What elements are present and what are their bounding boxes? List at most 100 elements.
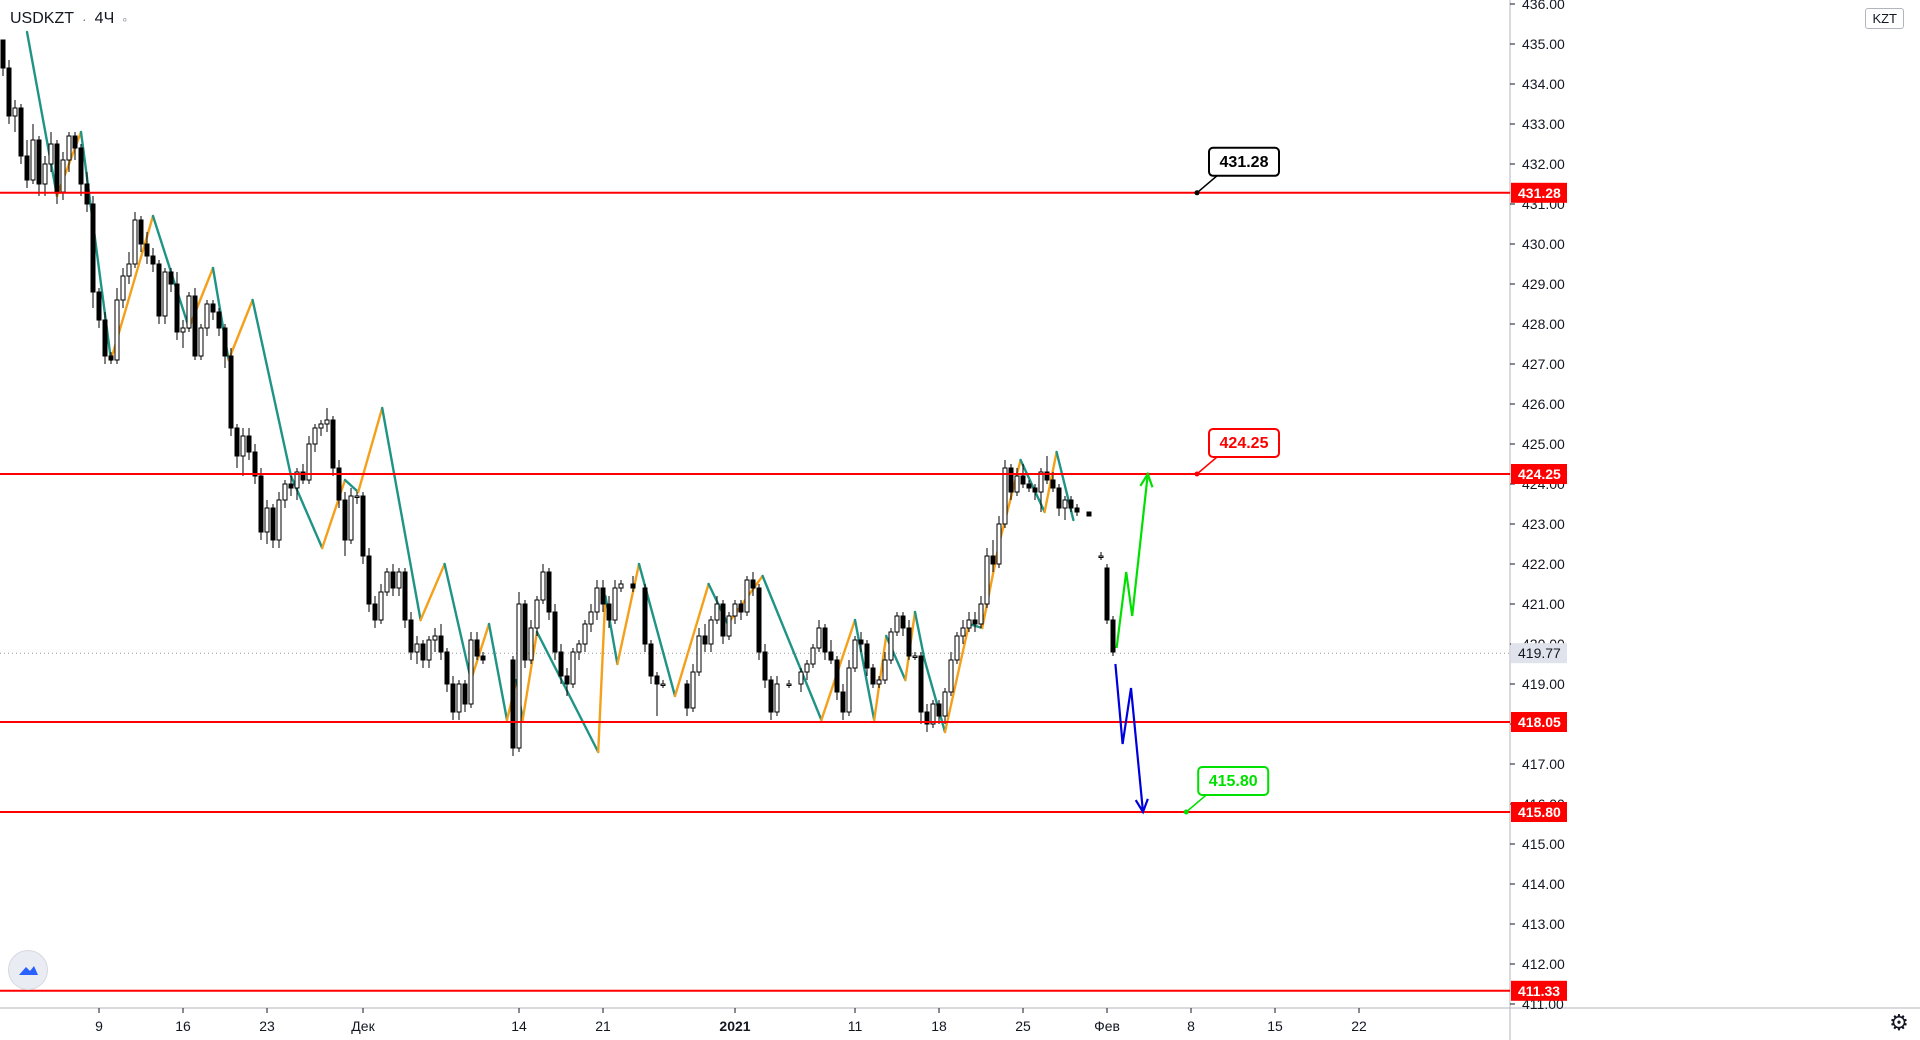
- candle: [480, 652, 486, 664]
- candle: [48, 132, 54, 172]
- candle: [162, 268, 168, 324]
- candle: [744, 576, 750, 616]
- candle-body: [306, 443, 312, 481]
- time-tick-label: 11: [848, 1018, 863, 1034]
- horizontal-levels[interactable]: [0, 191, 1510, 992]
- price-tick-label: 428.00: [1522, 316, 1565, 332]
- candle: [66, 132, 72, 172]
- candle: [540, 564, 546, 604]
- header-separator: ·: [82, 11, 87, 27]
- candle: [864, 640, 870, 676]
- symbol-header[interactable]: USDKZT · 4Ч ◦: [10, 10, 127, 28]
- candle-body: [126, 263, 132, 277]
- candle-body: [528, 627, 534, 661]
- tradingview-cloud-icon[interactable]: [8, 950, 48, 990]
- callout-box: [1197, 766, 1270, 796]
- candle: [708, 616, 714, 652]
- candle: [6, 60, 12, 124]
- candle-body: [804, 663, 810, 673]
- candle-body: [750, 579, 756, 589]
- candle-body: [762, 651, 768, 681]
- candle: [78, 144, 84, 196]
- candle: [438, 624, 444, 660]
- candle-body: [726, 615, 732, 637]
- candle: [786, 680, 792, 688]
- callout-box: [1208, 428, 1280, 458]
- candle-body: [426, 639, 432, 661]
- candle-body: [1020, 475, 1026, 485]
- candle: [594, 580, 600, 620]
- time-tick-label: 9: [95, 1018, 103, 1034]
- candle: [990, 540, 996, 572]
- candle: [900, 612, 906, 636]
- candle-body: [588, 611, 594, 625]
- candle: [606, 596, 612, 628]
- candle-body: [114, 299, 120, 361]
- candle: [450, 676, 456, 720]
- price-tick-label: 432.00: [1522, 156, 1565, 172]
- candle: [924, 704, 930, 732]
- candle: [648, 640, 654, 684]
- candle-body: [1026, 483, 1032, 489]
- candle-body: [834, 659, 840, 693]
- candle: [846, 660, 852, 716]
- candle-body: [540, 571, 546, 601]
- callout-anchor: [1194, 471, 1200, 477]
- candle-body: [156, 263, 162, 317]
- candle-body: [468, 639, 474, 705]
- candle-body: [552, 611, 558, 653]
- candle: [984, 548, 990, 608]
- price-tick-label: 425.00: [1522, 436, 1565, 452]
- candle: [30, 124, 36, 184]
- candle-body: [0, 39, 6, 69]
- candle: [996, 516, 1002, 568]
- candle-body: [1056, 487, 1062, 509]
- candle-body: [1032, 487, 1038, 493]
- candle: [972, 612, 978, 632]
- candle: [528, 620, 534, 664]
- candle: [456, 680, 462, 720]
- candle: [372, 596, 378, 628]
- candle-body: [870, 667, 876, 685]
- candle-body: [1098, 555, 1104, 558]
- candle: [228, 348, 234, 436]
- candle-body: [924, 711, 930, 725]
- candle-body: [864, 643, 870, 669]
- level-axis-label: 424.25: [1518, 466, 1561, 482]
- candle-body: [234, 427, 240, 457]
- last-price-label: 419.77: [1518, 645, 1561, 661]
- time-axis[interactable]: 9 16 23 Дек 14 21 2021 11 18 25 Фев 8 15 22: [95, 1008, 1367, 1034]
- candle: [570, 648, 576, 688]
- candle-body: [1074, 507, 1080, 513]
- candle-body: [480, 655, 486, 661]
- candle: [1098, 552, 1104, 560]
- time-tick-label: Дек: [351, 1018, 375, 1034]
- candle-body: [852, 639, 858, 669]
- candle-body: [936, 703, 942, 717]
- candle: [558, 644, 564, 684]
- candle-body: [708, 619, 714, 645]
- candle-body: [1038, 471, 1044, 493]
- candle-body: [966, 619, 972, 629]
- candle-body: [810, 647, 816, 665]
- candle-body: [948, 659, 954, 693]
- candle-body: [366, 555, 372, 605]
- time-tick-label: 8: [1187, 1018, 1195, 1034]
- candle: [1050, 472, 1056, 492]
- interval-label: 4Ч: [94, 10, 115, 27]
- candle: [270, 504, 276, 548]
- candle-body: [882, 659, 888, 681]
- candle: [534, 596, 540, 636]
- level-axis-label: 418.05: [1518, 714, 1561, 730]
- candle-body: [324, 419, 330, 425]
- candle-body: [846, 667, 852, 713]
- candle-body: [942, 691, 948, 717]
- candle: [798, 668, 804, 692]
- candle-body: [828, 651, 834, 661]
- candle-body: [1050, 479, 1056, 489]
- candle: [738, 600, 744, 620]
- gear-icon[interactable]: ⚙: [1889, 1010, 1909, 1035]
- price-axis[interactable]: 411.00412.00413.00414.00415.00416.00417.…: [1510, 0, 1567, 1012]
